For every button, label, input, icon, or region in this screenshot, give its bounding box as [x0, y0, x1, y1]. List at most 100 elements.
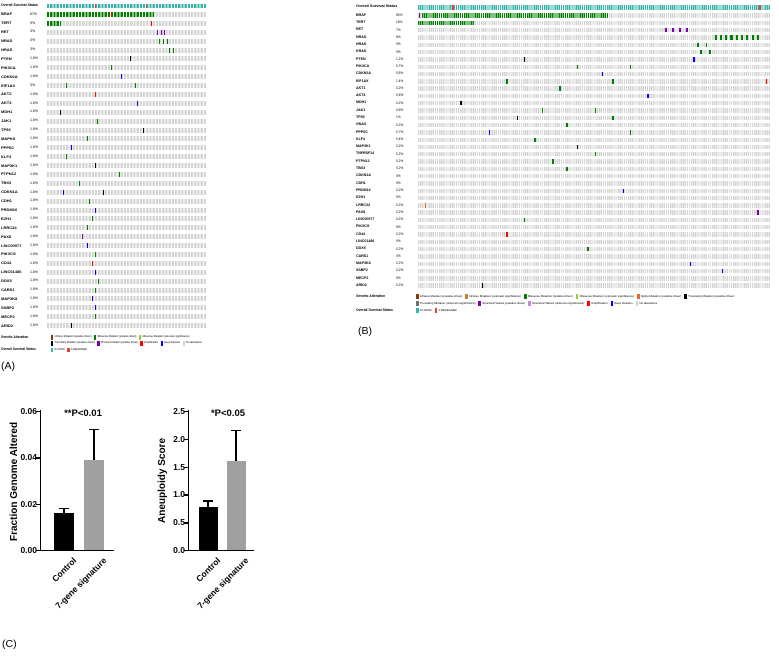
- alteration-mark: [71, 145, 72, 151]
- alteration-mark: [460, 101, 462, 106]
- gene-label: MAP3K1: [356, 144, 371, 149]
- legend-label: Truncating Mutation (putative driver): [688, 294, 735, 299]
- legend-label: Structural Variant (putative driver): [482, 301, 526, 306]
- oncoprint-row: TERT 16%: [356, 19, 771, 26]
- alteration-frequency: 0.2%: [396, 283, 404, 288]
- alteration-frequency: 1.6%: [30, 225, 38, 230]
- alteration-frequency: 1.6%: [30, 162, 38, 167]
- gene-label: TERT: [1, 20, 12, 26]
- alteration-mark: [91, 296, 93, 302]
- alteration-mark: [167, 38, 168, 44]
- alteration-frequency: 0.2%: [396, 122, 404, 127]
- y-tick-mark: [35, 503, 40, 506]
- legend-chip: [182, 341, 186, 346]
- oncoprint-track: [47, 154, 207, 160]
- oncoprint-row: MECP2 0%: [356, 275, 771, 282]
- error-bar-cap: [59, 507, 69, 509]
- oncoprint-row: PAX8 1.6%: [1, 232, 207, 241]
- oncoprint-track: [47, 260, 207, 266]
- oncoprint-track: [418, 28, 771, 33]
- alteration-frequency: 0.2%: [396, 158, 404, 163]
- alteration-frequency: 9%: [30, 20, 36, 25]
- gene-label: TP53: [356, 115, 365, 119]
- oncoprint-row: LINC00977 1.6%: [1, 241, 207, 250]
- panel-b-label: (B): [358, 324, 372, 337]
- legend-chip: [97, 341, 100, 346]
- legend-chip: [684, 294, 687, 300]
- x-axis: [40, 550, 114, 552]
- oncoprint-row: ARID2 0.2%: [356, 282, 771, 289]
- oncoprint-track: [418, 93, 771, 99]
- oncoprint-row: EZH1 1.6%: [1, 214, 207, 223]
- y-tick-mark: [35, 550, 40, 552]
- oncoprint-row: JAK1 1.6%: [1, 117, 207, 126]
- gene-label: EIF1AX: [356, 78, 369, 83]
- y-tick-label: 2.0: [173, 433, 185, 444]
- oncoprint-track: [418, 210, 771, 215]
- oncoprint-track: [418, 137, 771, 142]
- alteration-frequency: 6%: [396, 34, 401, 39]
- alteration-mark: [160, 29, 162, 35]
- alteration-frequency: 1.6%: [30, 118, 38, 123]
- alteration-mark: [576, 64, 579, 69]
- y-tick-mark: [183, 522, 188, 524]
- alteration-mark: [98, 278, 100, 284]
- y-tick-mark: [183, 438, 188, 441]
- oncoprint-row: MDH1 1.6%: [1, 108, 207, 117]
- y-tick-label: 0.5: [173, 517, 185, 528]
- legend-label: Structural Variant (putative driver): [100, 341, 138, 345]
- oncoprint-row: MAP3K1 1.6%: [1, 161, 207, 170]
- alteration-mark: [719, 35, 722, 40]
- gene-label: NRAS: [1, 38, 13, 44]
- alteration-frequency: 1.6%: [30, 73, 38, 78]
- gene-label: CARS1: [1, 287, 15, 293]
- oncoprint-track: [418, 217, 771, 223]
- alteration-mark: [629, 64, 632, 69]
- gene-label: PAX8: [1, 233, 12, 239]
- gene-label: MECP2: [356, 275, 369, 280]
- gene-label: KLF4: [356, 136, 365, 141]
- gene-label: PPP6C: [356, 129, 368, 134]
- gene-label: LRRC34: [1, 224, 17, 230]
- alteration-frequency: 16%: [396, 20, 403, 25]
- alteration-mark: [665, 28, 667, 33]
- oncoprint-track: [47, 207, 207, 213]
- oncoprint-track: [418, 195, 771, 201]
- oncoprint-row: MDH1 0.2%: [356, 100, 771, 107]
- survival-status-track: [418, 4, 771, 10]
- alteration-mark: [172, 47, 174, 53]
- oncoprint-row: PPP6C 1.6%: [1, 143, 207, 152]
- oncoprint-row: ARID2 1.6%: [1, 321, 207, 330]
- alteration-frequency: 0.2%: [396, 217, 404, 222]
- alteration-mark: [488, 130, 490, 135]
- alteration-frequency: 1.6%: [30, 269, 38, 274]
- oncoprint-b-legend: Genetic Alteration Inframe Mutation (puta…: [356, 294, 771, 313]
- alteration-mark: [66, 83, 68, 89]
- gene-label: NRAS: [356, 34, 367, 39]
- legend-item: 0:LIVING: [51, 347, 65, 353]
- oncoprint-track: [47, 216, 207, 222]
- alteration-mark: [163, 38, 164, 44]
- alteration-mark: [721, 268, 723, 274]
- oncoprint-row: MAP3K8 0.2%: [356, 260, 771, 267]
- x-axis: [188, 550, 254, 552]
- gene-label: PTEN: [1, 55, 12, 61]
- alteration-mark: [47, 20, 62, 26]
- oncoprint-row: LRRC34 0.2%: [356, 202, 771, 209]
- legend-chip: [416, 307, 419, 313]
- alteration-frequency: 1.6%: [30, 251, 38, 256]
- oncoprint-row: PTEN 1.6%: [1, 54, 207, 63]
- legend-chip: [575, 294, 579, 300]
- oncoprint-track: [418, 108, 771, 113]
- oncoprint-track: [47, 278, 207, 284]
- alteration-mark: [59, 109, 61, 115]
- oncoprint-row: MAPK8 1.6%: [1, 134, 207, 143]
- oncoprint-track: [418, 166, 771, 172]
- gene-label: SSBP2: [1, 304, 15, 310]
- oncoprint-row: GNAS 0.2%: [356, 121, 771, 128]
- alteration-frequency: 0.2%: [396, 246, 404, 251]
- y-tick-label: 1.0: [173, 489, 185, 500]
- alteration-mark: [587, 246, 589, 252]
- legend-item: No alterations: [635, 301, 657, 307]
- alteration-mark: [740, 35, 744, 40]
